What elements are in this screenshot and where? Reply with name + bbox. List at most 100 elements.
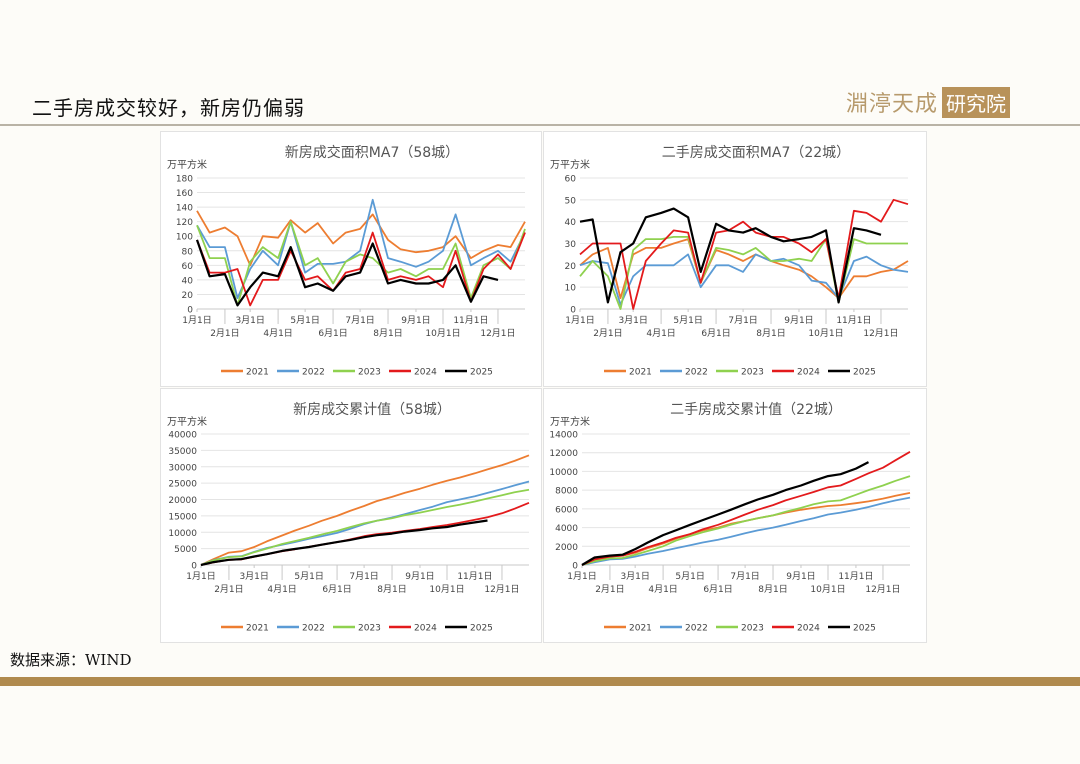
legend-label: 2025 — [853, 624, 876, 634]
x-tick-label: 2月1日 — [214, 584, 243, 595]
x-tick-label: 11月1日 — [836, 315, 871, 326]
x-tick-label: 7月1日 — [728, 315, 757, 326]
x-tick-label: 9月1日 — [786, 571, 815, 582]
x-tick-label: 8月1日 — [758, 584, 787, 595]
y-tick-label: 180 — [176, 175, 193, 185]
legend-label: 2022 — [685, 624, 708, 634]
y-tick-label: 25000 — [168, 480, 197, 490]
x-tick-label: 10月1日 — [808, 328, 843, 339]
chart-title: 二手房成交面积MA7（22城） — [662, 144, 850, 161]
x-tick-label: 11月1日 — [838, 571, 873, 582]
x-tick-label: 3月1日 — [239, 571, 268, 582]
series-line-2025 — [581, 461, 870, 566]
legend-label: 2022 — [302, 624, 325, 634]
series-line-2022 — [581, 496, 911, 566]
x-tick-label: 1月1日 — [565, 315, 594, 326]
chart-svg: 二手房成交面积MA7（22城） 万平方米 0 10 20 30 40 50 60 1月1日 2月1日… — [550, 144, 909, 378]
series-line-2023 — [579, 236, 908, 310]
x-tick-label: 1月1日 — [186, 571, 215, 582]
y-tick-label: 10000 — [549, 468, 578, 478]
x-tick-label: 2月1日 — [595, 584, 624, 595]
x-tick-label: 9月1日 — [401, 315, 430, 326]
x-tick-label: 5月1日 — [675, 571, 704, 582]
x-tick-label: 4月1日 — [263, 328, 292, 339]
series-line-2021 — [579, 238, 909, 299]
x-tick-label: 1月1日 — [567, 571, 596, 582]
x-tick-label: 12月1日 — [863, 328, 898, 339]
x-tick-label: 7月1日 — [349, 571, 378, 582]
series-line-2022 — [196, 198, 526, 299]
y-tick-label: 6000 — [555, 505, 578, 515]
y-tick-label: 0 — [191, 562, 197, 572]
chart-panel-resale-ma7: 二手房成交面积MA7（22城） 万平方米 0 10 20 30 40 50 60 1月1日 2月1日… — [543, 131, 927, 387]
y-tick-label: 140 — [176, 204, 193, 214]
series-line-2023 — [581, 475, 911, 566]
legend-label: 2025 — [470, 624, 493, 634]
y-tick-label: 30 — [565, 240, 577, 250]
y-tick-label: 12000 — [549, 449, 578, 459]
legend-label: 2025 — [853, 368, 876, 378]
x-tick-label: 3月1日 — [235, 315, 264, 326]
chart-svg: 二手房成交累计值（22城） 万平方米 0 2000 4000 6000 8000 10000 1… — [549, 401, 911, 634]
series-line-2024 — [581, 451, 911, 566]
x-tick-label: 6月1日 — [322, 584, 351, 595]
legend-label: 2024 — [797, 624, 820, 634]
y-axis-unit: 万平方米 — [167, 158, 207, 171]
y-axis-unit: 万平方米 — [167, 415, 207, 428]
x-tick-label: 8月1日 — [377, 584, 406, 595]
chart-panel-new-home-ma7: 新房成交面积MA7（58城） 万平方米 0 20 40 60 80 100 120 140 160 1… — [160, 131, 542, 387]
header-divider — [0, 124, 1080, 126]
y-tick-label: 50 — [565, 196, 577, 206]
x-tick-label: 12月1日 — [484, 584, 519, 595]
y-tick-label: 5000 — [174, 545, 197, 555]
x-tick-label: 5月1日 — [673, 315, 702, 326]
legend-label: 2022 — [302, 368, 325, 378]
logo-box: 研究院 — [942, 86, 1011, 118]
series-line-2024 — [579, 198, 909, 310]
y-tick-label: 20 — [182, 291, 194, 301]
y-tick-label: 0 — [570, 306, 576, 316]
x-tick-label: 11月1日 — [457, 571, 492, 582]
x-tick-label: 9月1日 — [405, 571, 434, 582]
y-tick-label: 2000 — [555, 543, 578, 553]
y-tick-label: 20000 — [168, 496, 197, 506]
series-line-2025 — [195, 239, 499, 307]
chart-svg: 新房成交累计值（58城） 万平方米 0 5000 10000 15000 20000 2500… — [167, 401, 530, 634]
page-title: 二手房成交较好，新房仍偏弱 — [32, 96, 305, 120]
y-tick-label: 10000 — [168, 529, 197, 539]
x-tick-label: 7月1日 — [730, 571, 759, 582]
series-line-2021 — [200, 454, 530, 566]
x-tick-label: 8月1日 — [756, 328, 785, 339]
chart-svg: 新房成交面积MA7（58城） 万平方米 0 20 40 60 80 100 120 140 160 1… — [167, 144, 526, 378]
legend-label: 2021 — [246, 624, 269, 634]
legend-label: 2022 — [685, 368, 708, 378]
x-tick-label: 7月1日 — [345, 315, 374, 326]
series-line-2023 — [200, 488, 530, 566]
series-line-2024 — [200, 501, 530, 566]
y-tick-label: 80 — [182, 247, 194, 257]
x-tick-label: 6月1日 — [703, 584, 732, 595]
x-tick-label: 6月1日 — [701, 328, 730, 339]
x-tick-label: 5月1日 — [290, 315, 319, 326]
y-tick-label: 160 — [176, 189, 193, 199]
legend-label: 2024 — [797, 368, 820, 378]
legend-label: 2023 — [741, 368, 764, 378]
y-tick-label: 35000 — [168, 447, 197, 457]
x-tick-label: 4月1日 — [648, 584, 677, 595]
y-tick-label: 40 — [182, 276, 194, 286]
legend-label: 2024 — [414, 368, 437, 378]
x-tick-label: 6月1日 — [318, 328, 347, 339]
y-tick-label: 4000 — [555, 524, 578, 534]
series-line-2022 — [579, 253, 909, 306]
x-tick-label: 11月1日 — [453, 315, 488, 326]
footer-bar — [0, 677, 1080, 686]
legend-label: 2021 — [629, 624, 652, 634]
x-tick-label: 1月1日 — [182, 315, 211, 326]
y-tick-label: 10 — [565, 284, 577, 294]
x-tick-label: 10月1日 — [810, 584, 845, 595]
x-tick-label: 12月1日 — [865, 584, 900, 595]
chart-title: 新房成交累计值（58城） — [293, 401, 451, 418]
legend-label: 2024 — [414, 624, 437, 634]
chart-panel-new-home-cumulative: 新房成交累计值（58城） 万平方米 0 5000 10000 15000 20000 2500… — [160, 388, 542, 643]
chart-title: 二手房成交累计值（22城） — [670, 401, 842, 418]
